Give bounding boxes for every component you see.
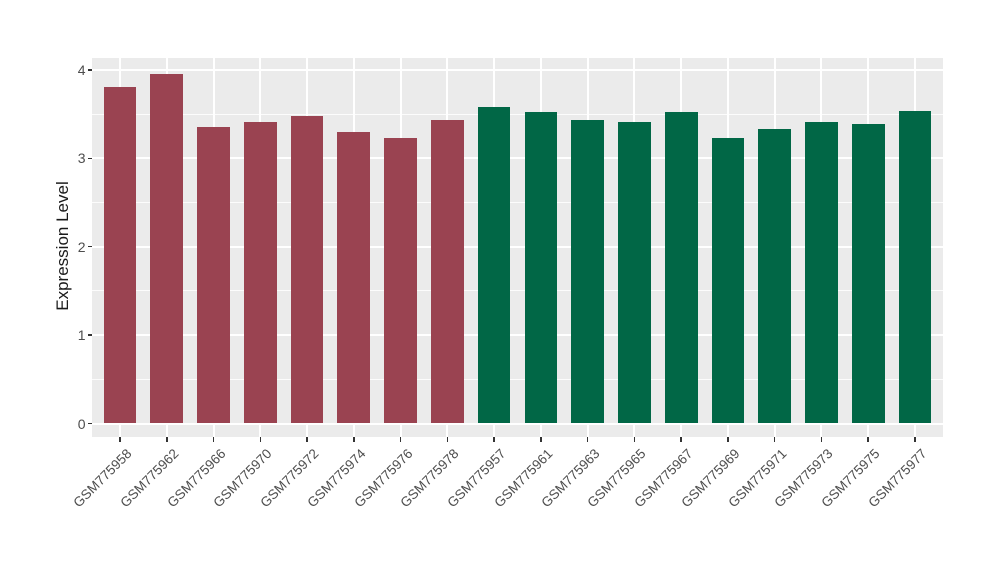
bar bbox=[571, 120, 604, 424]
y-tick-label: 0 bbox=[77, 415, 86, 432]
y-tick-mark bbox=[87, 69, 92, 71]
bar bbox=[384, 137, 417, 424]
y-tick-mark bbox=[87, 157, 92, 159]
y-tick-label: 2 bbox=[77, 238, 86, 255]
major-gridline bbox=[92, 422, 943, 425]
x-tick-mark bbox=[353, 437, 355, 442]
x-tick-label: GSM775971 bbox=[725, 446, 790, 511]
x-tick-label: GSM775976 bbox=[350, 446, 416, 511]
x-tick-label: GSM775963 bbox=[538, 446, 603, 511]
x-tick-mark bbox=[820, 437, 823, 442]
major-gridline bbox=[92, 68, 943, 71]
x-tick-mark bbox=[633, 437, 636, 442]
y-tick-mark bbox=[87, 246, 92, 248]
y-tick-mark bbox=[87, 422, 92, 425]
minor-gridline bbox=[92, 113, 943, 115]
major-gridline bbox=[92, 334, 943, 337]
x-tick-label: GSM775978 bbox=[397, 446, 462, 511]
minor-gridline bbox=[92, 290, 943, 292]
x-tick-mark bbox=[914, 437, 916, 442]
x-tick-label: GSM775969 bbox=[678, 446, 743, 511]
x-tick-label: GSM775967 bbox=[631, 446, 696, 511]
x-tick-label: GSM775970 bbox=[210, 446, 275, 511]
y-tick-label: 4 bbox=[77, 61, 86, 78]
bar bbox=[618, 122, 651, 424]
bar bbox=[150, 74, 184, 424]
bar bbox=[243, 122, 277, 424]
x-tick-mark bbox=[306, 437, 308, 442]
bar bbox=[430, 120, 464, 424]
y-tick-label: 1 bbox=[77, 327, 86, 344]
x-tick-label: GSM775972 bbox=[257, 446, 322, 511]
x-tick-mark bbox=[867, 437, 869, 442]
x-tick-label: GSM775957 bbox=[444, 446, 509, 511]
bar bbox=[197, 127, 230, 424]
x-tick-mark bbox=[773, 437, 776, 442]
minor-gridline bbox=[92, 202, 943, 203]
x-tick-mark bbox=[680, 437, 682, 442]
x-tick-label: GSM775974 bbox=[304, 446, 369, 511]
x-tick-mark bbox=[166, 437, 168, 442]
bar bbox=[805, 122, 838, 424]
bar bbox=[851, 123, 885, 424]
bar bbox=[758, 129, 792, 424]
x-tick-mark bbox=[493, 437, 495, 442]
minor-gridline bbox=[92, 378, 943, 380]
x-tick-label: GSM775973 bbox=[771, 446, 837, 511]
bar bbox=[524, 112, 558, 424]
x-tick-mark bbox=[399, 437, 402, 442]
x-tick-label: GSM775966 bbox=[163, 446, 229, 511]
bar bbox=[477, 107, 511, 424]
x-tick-mark bbox=[586, 437, 589, 442]
x-tick-mark bbox=[119, 437, 121, 442]
major-gridline bbox=[92, 157, 943, 160]
bar bbox=[711, 137, 745, 424]
y-tick-label: 3 bbox=[77, 150, 86, 167]
x-tick-mark bbox=[540, 437, 542, 442]
bar bbox=[290, 115, 324, 424]
bar bbox=[664, 112, 698, 424]
x-tick-label: GSM775961 bbox=[491, 446, 556, 511]
bar bbox=[898, 110, 932, 424]
plot-panel bbox=[92, 58, 943, 437]
x-tick-mark bbox=[259, 437, 262, 442]
bar bbox=[337, 131, 371, 424]
x-tick-label: GSM775962 bbox=[117, 446, 182, 511]
major-gridline bbox=[92, 245, 943, 248]
x-tick-label: GSM775965 bbox=[584, 446, 649, 511]
x-tick-label: GSM775977 bbox=[865, 446, 930, 511]
bar bbox=[103, 86, 137, 424]
x-tick-mark bbox=[446, 437, 449, 442]
x-tick-mark bbox=[212, 437, 215, 442]
y-tick-mark bbox=[87, 334, 92, 336]
x-tick-mark bbox=[727, 437, 729, 442]
x-tick-label: GSM775975 bbox=[818, 446, 883, 511]
x-tick-label: GSM775958 bbox=[70, 446, 135, 511]
